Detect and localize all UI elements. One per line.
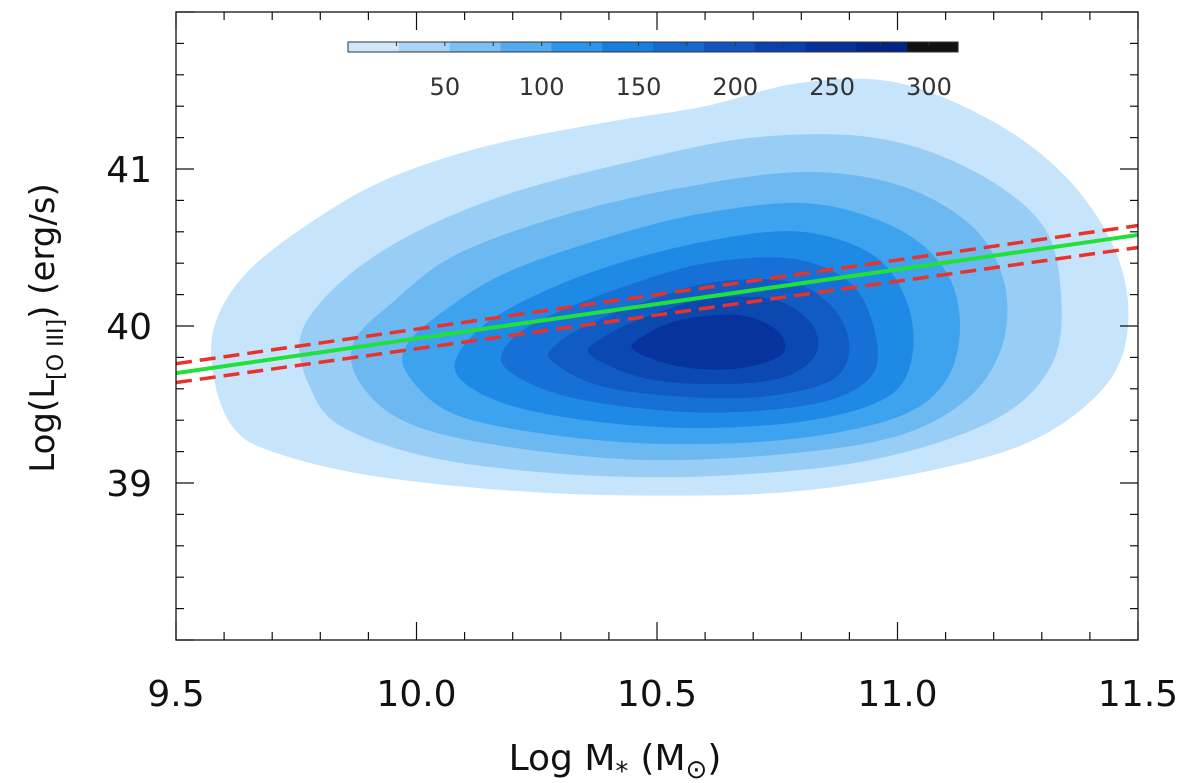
colorbar-segment xyxy=(398,42,451,52)
colorbar-tick-label: 250 xyxy=(809,73,855,101)
y-axis-title: Log(L[O III]) (erg/s) xyxy=(23,183,69,473)
y-tick-label: 41 xyxy=(106,150,152,191)
colorbar-tick-label: 150 xyxy=(616,73,662,101)
colorbar-segment xyxy=(653,42,705,52)
x-tick-label: 11.0 xyxy=(857,674,937,715)
lower-confidence-line xyxy=(175,245,1139,385)
x-tick-label: 9.5 xyxy=(147,674,204,715)
colorbar-segment xyxy=(551,42,603,52)
colorbar-segment xyxy=(602,42,654,52)
x-tick-label: 10.5 xyxy=(617,674,697,715)
y-tick-label: 40 xyxy=(106,307,152,348)
colorbar-segment xyxy=(856,42,908,52)
colorbar-tick-label: 300 xyxy=(906,73,952,101)
colorbar-segment xyxy=(805,42,857,52)
colorbar-tick-label: 100 xyxy=(519,73,565,101)
colorbar-segment xyxy=(754,42,807,52)
density-contours xyxy=(211,78,1129,496)
colorbar-tick-label: 50 xyxy=(430,73,461,101)
fit-lines xyxy=(175,223,1139,385)
x-tick-label: 11.5 xyxy=(1098,674,1178,715)
y-tick-label: 39 xyxy=(106,464,152,505)
upper-confidence-line xyxy=(175,223,1139,366)
colorbar-segment xyxy=(449,42,502,52)
colorbar-frame xyxy=(347,41,959,53)
tick-labels: 9.5 10.0 10.5 11.0 11.5 39 40 41 xyxy=(106,150,1178,715)
x-tick-label: 10.0 xyxy=(376,674,456,715)
best-fit-line xyxy=(175,232,1139,376)
colorbar-segment xyxy=(907,42,959,52)
colorbar-segment xyxy=(500,42,552,52)
x-axis-title: Log M* (M⊙) xyxy=(509,738,722,783)
contour-level-9 xyxy=(631,314,786,370)
colorbar-tick-label: 200 xyxy=(712,73,758,101)
colorbar-segment xyxy=(348,42,400,52)
colorbar: 50 100 150 200 250 300 xyxy=(347,41,959,101)
colorbar-segment xyxy=(703,42,756,52)
axis-ticks xyxy=(175,11,1139,641)
